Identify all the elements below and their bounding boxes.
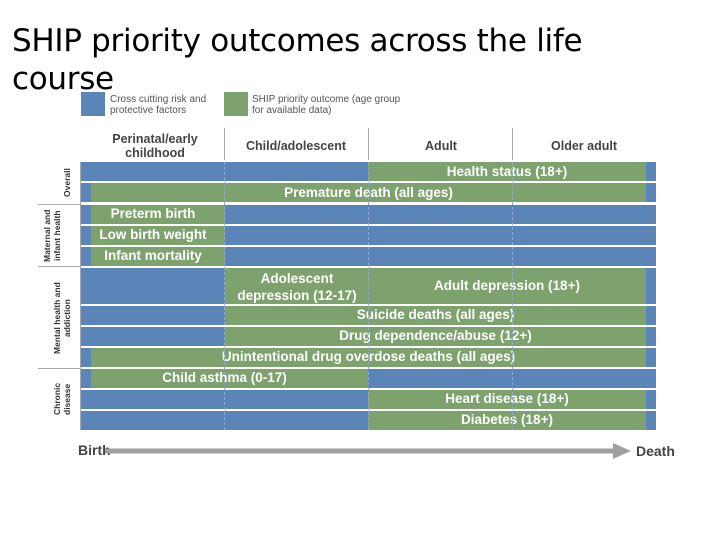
bar-risk-factors xyxy=(81,226,91,245)
bar-risk-factors xyxy=(81,348,91,367)
bar-risk-factors xyxy=(81,268,225,304)
bar-child-asthma xyxy=(91,369,368,388)
bar-risk-factors xyxy=(225,205,656,224)
label-infant-mortality: Infant mortality xyxy=(104,248,202,263)
life-course-arrow xyxy=(105,443,631,459)
group-label-mental-health: Mental health and addiction xyxy=(52,282,72,354)
bar-heart-disease xyxy=(368,390,646,409)
group-label-overall: Overall xyxy=(62,168,72,198)
label-suicide-deaths: Suicide deaths (all ages) xyxy=(356,307,515,322)
legend-blue-swatch xyxy=(81,92,105,116)
bar-low-birth-weight xyxy=(91,226,225,245)
bar-health-status xyxy=(368,162,646,181)
bar-risk-factors xyxy=(81,369,91,388)
label-heart-disease: Heart disease (18+) xyxy=(445,391,569,406)
label-preterm-birth: Preterm birth xyxy=(110,206,196,221)
column-guide xyxy=(368,162,369,430)
label-adolescent-depression: Adolescent depression (12-17) xyxy=(237,271,357,303)
group-label-chronic: Chronic disease xyxy=(52,382,72,416)
column-header-child: Child/adolescent xyxy=(245,139,347,153)
column-separator xyxy=(512,128,513,160)
column-header-older-adult: Older adult xyxy=(551,139,617,153)
column-separator xyxy=(224,128,225,160)
label-drug-dependence: Drug dependence/abuse (12+) xyxy=(339,328,532,343)
label-diabetes: Diabetes (18+) xyxy=(461,412,553,427)
bar-adolescent-depression xyxy=(225,268,368,304)
legend-green-swatch xyxy=(224,92,248,116)
column-header-adult: Adult xyxy=(425,139,457,153)
label-low-birth-weight: Low birth weight xyxy=(99,227,207,242)
bar-risk-factors xyxy=(81,183,91,202)
bar-risk-factors xyxy=(646,411,656,430)
bar-risk-factors xyxy=(225,247,656,266)
bar-drug-dependence xyxy=(225,327,646,346)
column-guide xyxy=(512,162,513,430)
bar-preterm-birth xyxy=(91,205,225,224)
legend-blue-text: Cross cutting risk and protective factor… xyxy=(110,94,207,116)
bar-risk-factors xyxy=(81,247,91,266)
bar-risk-factors xyxy=(81,205,91,224)
column-separator xyxy=(368,128,369,160)
bar-infant-mortality xyxy=(91,247,225,266)
axis-start-label: Birth xyxy=(78,442,111,458)
legend-green-text: SHIP priority outcome (age group for ava… xyxy=(252,94,401,116)
bar-suicide-deaths xyxy=(225,306,646,325)
bar-diabetes xyxy=(368,411,646,430)
group-separator xyxy=(38,266,80,267)
bar-risk-factors xyxy=(646,348,656,367)
bar-risk-factors xyxy=(646,183,656,202)
bar-risk-factors xyxy=(81,306,225,325)
bar-risk-factors xyxy=(646,327,656,346)
bar-risk-factors xyxy=(81,327,225,346)
bar-risk-factors xyxy=(646,162,656,181)
group-label-maternal: Maternal and infant health xyxy=(42,209,62,263)
bar-risk-factors xyxy=(646,390,656,409)
bar-risk-factors xyxy=(225,226,656,245)
group-divider-vertical xyxy=(80,162,81,430)
group-separator xyxy=(38,368,80,369)
axis-end-label: Death xyxy=(636,443,675,459)
group-separator xyxy=(38,204,80,205)
label-health-status: Health status (18+) xyxy=(446,164,568,179)
column-guide xyxy=(224,162,225,430)
label-adult-depression: Adult depression (18+) xyxy=(434,278,580,293)
page-title: SHIP priority outcomes across the life c… xyxy=(12,23,583,97)
bar-risk-factors xyxy=(646,306,656,325)
column-header-perinatal: Perinatal/early childhood xyxy=(112,132,198,160)
bar-risk-factors xyxy=(646,268,656,304)
bar-adult-depression xyxy=(368,268,646,304)
